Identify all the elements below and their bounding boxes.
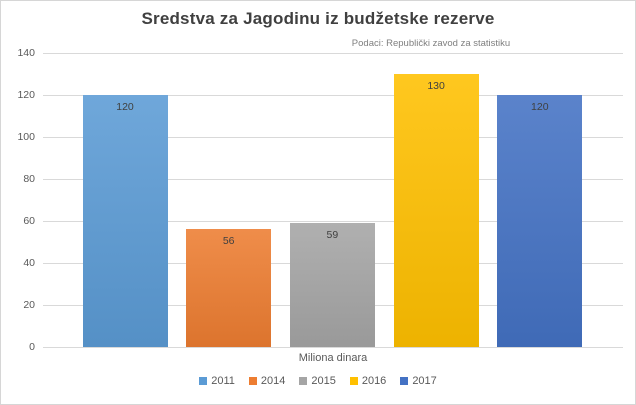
y-tick-label-60: 60 <box>23 215 35 227</box>
legend: 2011 2014 2015 2016 2017 <box>1 375 635 387</box>
legend-swatch-icon <box>248 377 257 385</box>
legend-swatch-icon <box>349 377 358 385</box>
bar-2014: 56 <box>186 229 272 347</box>
legend-label: 2014 <box>260 375 286 387</box>
gridline-0 <box>43 347 623 348</box>
legend-label: 2017 <box>412 375 437 387</box>
legend-item-2015: 2015 <box>299 375 336 387</box>
y-tick-label-80: 80 <box>23 173 35 185</box>
bar-value-label-2014: 56 <box>222 235 235 248</box>
bar-2011: 120 <box>82 95 168 347</box>
legend-label: 2015 <box>311 375 336 387</box>
chart-title: Sredstva za Jagodinu iz budžetske rezerv… <box>141 9 495 28</box>
legend-swatch-icon <box>199 377 208 385</box>
bar-value-label-2011: 120 <box>116 101 134 113</box>
y-tick-label-120: 120 <box>17 89 35 101</box>
legend-swatch-icon <box>299 377 308 385</box>
bar-2015: 59 <box>289 223 375 347</box>
bar-value-label-2016: 130 <box>427 80 445 92</box>
x-axis-label: Miliona dinara <box>298 352 368 364</box>
y-tick-label-140: 140 <box>17 47 35 59</box>
gridline-120 <box>43 95 623 96</box>
legend-item-2017: 2017 <box>400 375 437 387</box>
bar-2016: 130 <box>393 74 479 347</box>
gridline-60 <box>43 221 623 222</box>
legend-label: 2011 <box>211 375 235 387</box>
legend-label: 2016 <box>361 375 387 387</box>
plot-area: 120 56 59 130 120 <box>43 53 623 348</box>
bar-2017: 120 <box>497 95 583 347</box>
legend-item-2014: 2014 <box>248 375 286 387</box>
bar-value-label-2017: 120 <box>531 101 549 113</box>
gridline-140 <box>43 53 623 54</box>
y-tick-label-40: 40 <box>23 257 35 269</box>
bar-value-label-2015: 59 <box>326 229 339 242</box>
chart-subtitle: Podaci: Republički zavod za statistiku <box>351 38 511 49</box>
gridline-80 <box>43 179 623 180</box>
legend-item-2011: 2011 <box>199 375 235 387</box>
legend-item-2016: 2016 <box>349 375 387 387</box>
gridline-100 <box>43 137 623 138</box>
y-tick-label-100: 100 <box>17 131 35 143</box>
y-tick-label-0: 0 <box>29 341 35 353</box>
legend-swatch-icon <box>400 377 409 385</box>
y-tick-label-20: 20 <box>23 299 35 311</box>
